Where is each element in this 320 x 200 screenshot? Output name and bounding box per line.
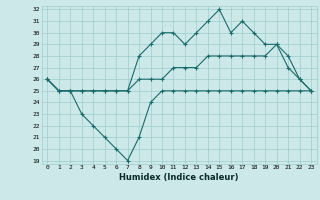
- X-axis label: Humidex (Indice chaleur): Humidex (Indice chaleur): [119, 173, 239, 182]
